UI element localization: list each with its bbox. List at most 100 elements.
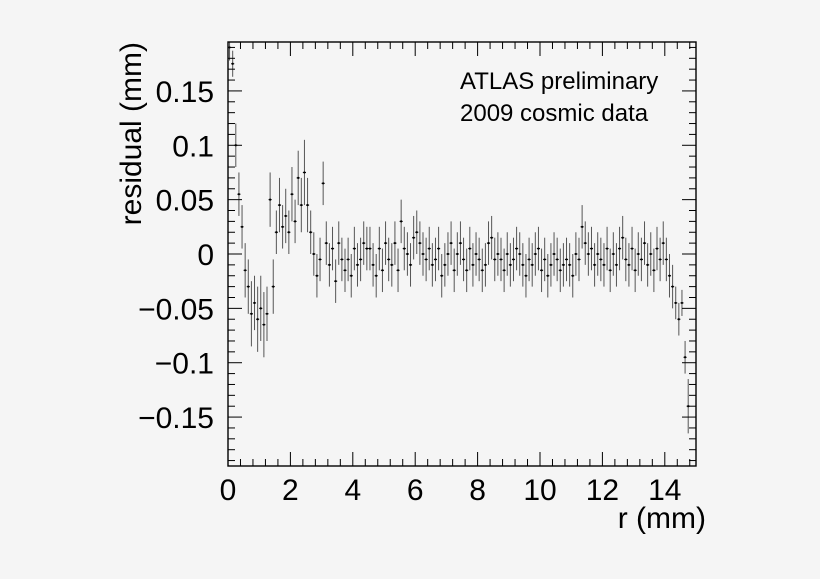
point-marker xyxy=(428,247,431,250)
data-point xyxy=(265,286,269,341)
point-marker xyxy=(265,312,269,315)
point-marker xyxy=(284,214,287,218)
data-point xyxy=(408,243,413,287)
data-point xyxy=(646,243,650,287)
point-marker xyxy=(621,236,624,239)
point-marker xyxy=(596,252,599,256)
point-marker xyxy=(303,171,306,174)
point-marker xyxy=(281,225,284,228)
data-point xyxy=(368,226,372,271)
data-point xyxy=(274,210,278,254)
data-point xyxy=(636,232,640,276)
point-marker xyxy=(440,274,443,277)
data-point xyxy=(518,232,522,276)
x-tick-labels: 0 2 4 6 8 10 12 14 xyxy=(220,474,682,507)
x-tick-label: 2 xyxy=(282,474,299,507)
point-marker xyxy=(390,263,393,266)
point-marker xyxy=(537,247,540,250)
data-point xyxy=(677,302,681,336)
point-marker xyxy=(297,176,300,179)
x-tick-label: 14 xyxy=(648,474,681,507)
data-point xyxy=(437,226,441,271)
data-point xyxy=(452,248,456,293)
data-point xyxy=(433,237,438,282)
data-point xyxy=(568,243,572,287)
point-marker xyxy=(384,242,387,245)
data-point xyxy=(362,221,366,265)
data-point xyxy=(318,237,322,282)
point-marker xyxy=(446,252,450,256)
point-marker xyxy=(593,263,596,266)
point-marker xyxy=(512,258,515,261)
point-marker xyxy=(683,356,687,359)
data-point xyxy=(446,232,450,276)
point-marker xyxy=(652,269,655,272)
data-point xyxy=(671,264,675,309)
point-marker xyxy=(499,258,503,261)
data-point xyxy=(455,232,459,276)
x-tick-label: 10 xyxy=(523,474,556,507)
point-marker xyxy=(503,269,506,272)
data-point xyxy=(664,237,668,282)
annotation-line-2: 2009 cosmic data xyxy=(460,100,649,127)
y-tick-labels: 0.15 0.1 0.05 0 −0.05 −0.1 −0.15 xyxy=(138,76,214,435)
data-point xyxy=(642,221,647,265)
data-point xyxy=(384,221,388,265)
data-point xyxy=(596,232,600,276)
y-tick-label: −0.15 xyxy=(138,402,214,435)
data-point xyxy=(290,167,294,222)
data-point xyxy=(449,221,453,265)
data-point xyxy=(334,259,338,303)
data-point xyxy=(574,232,578,276)
data-point xyxy=(259,275,263,341)
data-point xyxy=(365,226,369,271)
data-point xyxy=(543,237,547,282)
point-marker xyxy=(415,231,418,234)
data-point xyxy=(371,243,375,287)
point-marker xyxy=(509,263,512,266)
data-point xyxy=(418,221,422,265)
point-marker xyxy=(359,258,362,261)
point-marker xyxy=(581,225,584,228)
point-marker xyxy=(584,242,587,245)
data-point xyxy=(667,254,672,298)
point-marker xyxy=(396,269,400,272)
point-marker xyxy=(437,247,440,250)
point-marker xyxy=(587,252,590,256)
point-marker xyxy=(318,258,322,261)
point-marker xyxy=(521,263,524,266)
data-point xyxy=(496,232,500,276)
data-point xyxy=(462,237,466,282)
data-point xyxy=(249,281,253,347)
data-point xyxy=(412,215,416,260)
data-point xyxy=(465,248,469,293)
x-axis-title: r (mm) xyxy=(618,502,706,535)
point-marker xyxy=(343,269,347,272)
point-marker xyxy=(668,274,671,277)
point-marker xyxy=(609,269,612,272)
x-tick-label: 6 xyxy=(407,474,424,507)
point-marker xyxy=(231,62,234,65)
data-point xyxy=(680,289,684,316)
data-point xyxy=(374,254,378,298)
point-marker xyxy=(481,269,484,272)
x-tick-label: 8 xyxy=(469,474,486,507)
data-point xyxy=(440,254,444,298)
data-point xyxy=(421,232,425,276)
point-marker xyxy=(612,252,615,256)
data-point xyxy=(605,226,609,271)
data-point xyxy=(399,199,403,244)
point-marker xyxy=(347,258,350,261)
data-point xyxy=(293,199,297,244)
point-marker xyxy=(237,193,241,196)
data-point xyxy=(524,254,528,298)
data-point xyxy=(268,172,272,227)
point-marker xyxy=(565,258,568,261)
point-marker xyxy=(465,269,468,272)
point-marker xyxy=(490,236,493,239)
point-marker xyxy=(630,247,634,250)
data-point xyxy=(302,139,306,206)
data-point xyxy=(474,232,478,276)
data-point xyxy=(502,248,506,293)
